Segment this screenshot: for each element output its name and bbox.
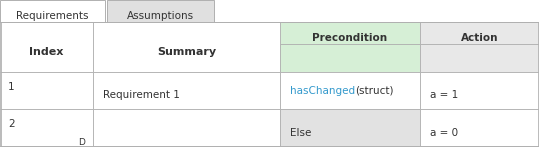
Bar — [93, 109, 280, 146]
Bar — [280, 109, 420, 146]
Bar — [107, 0, 214, 22]
Text: Action: Action — [461, 33, 498, 43]
Bar — [280, 72, 420, 109]
Text: hasChanged: hasChanged — [290, 85, 355, 95]
Text: a = 1: a = 1 — [430, 91, 458, 100]
Text: D: D — [78, 138, 85, 147]
Bar — [420, 22, 539, 44]
Bar — [93, 72, 280, 109]
Text: 1: 1 — [8, 82, 15, 92]
Text: Summary: Summary — [157, 47, 216, 57]
Text: Precondition: Precondition — [313, 33, 388, 43]
Text: Index: Index — [29, 47, 64, 57]
Text: Else: Else — [290, 128, 312, 137]
Bar — [280, 44, 420, 72]
Bar — [420, 44, 539, 72]
Text: a = 0: a = 0 — [430, 128, 458, 137]
Text: 2: 2 — [8, 119, 15, 129]
Bar — [420, 72, 539, 109]
Bar — [420, 109, 539, 146]
Text: (struct): (struct) — [355, 85, 393, 95]
Bar — [0, 109, 93, 146]
Bar — [280, 22, 420, 44]
Bar — [0, 72, 93, 109]
Bar — [0, 22, 93, 72]
Bar — [93, 22, 280, 72]
Text: Requirement 1: Requirement 1 — [103, 91, 180, 100]
Bar — [0, 0, 105, 22]
Text: Requirements: Requirements — [16, 11, 89, 21]
Text: Assumptions: Assumptions — [127, 11, 194, 21]
